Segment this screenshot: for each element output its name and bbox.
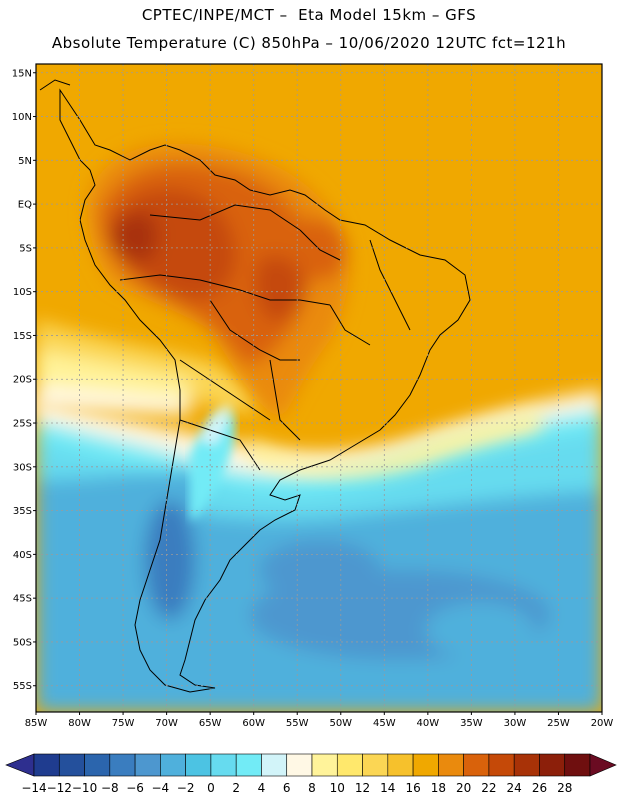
colorbar-swatch bbox=[160, 753, 186, 777]
colorbar-label: −6 bbox=[126, 781, 144, 795]
lat-tick-label: 35S bbox=[13, 506, 32, 517]
colorbar-swatch bbox=[513, 753, 540, 777]
colorbar-label: 8 bbox=[308, 781, 316, 795]
colorbar-swatch bbox=[539, 753, 566, 777]
colorbar-swatch bbox=[185, 753, 212, 777]
colorbar-low-arrow bbox=[5, 753, 35, 777]
colorbar-swatch bbox=[387, 753, 414, 777]
colorbar-swatch bbox=[488, 753, 515, 777]
lat-tick-label: 10N bbox=[12, 112, 32, 123]
colorbar-label: 14 bbox=[380, 781, 395, 795]
colorbar-label: 18 bbox=[431, 781, 446, 795]
colorbar-swatch bbox=[58, 753, 85, 777]
axis-ticks: 15N 10N 5N EQ 5S 10S 15S 20S 25S 30S 35S 40S 45S 50S 5… bbox=[12, 68, 614, 729]
colorbar-swatch bbox=[109, 753, 136, 777]
map-frame bbox=[35, 63, 603, 713]
lon-tick-label: 50W bbox=[329, 718, 352, 729]
colorbar-swatch bbox=[84, 753, 111, 777]
colorbar-swatch bbox=[564, 753, 591, 777]
colorbar-label: −12 bbox=[47, 781, 72, 795]
colorbar-label: −4 bbox=[152, 781, 170, 795]
lon-tick-label: 70W bbox=[155, 718, 178, 729]
lat-tick-label: 15N bbox=[12, 68, 32, 79]
temperature-field bbox=[36, 64, 602, 712]
lon-tick-label: 85W bbox=[25, 718, 48, 729]
lat-tick-label: 40S bbox=[13, 550, 32, 561]
lon-tick-label: 35W bbox=[460, 718, 483, 729]
colorbar-swatch bbox=[336, 753, 363, 777]
colorbar-label: −14 bbox=[21, 781, 46, 795]
map-title: CPTEC/INPE/MCT – Eta Model 15km – GFS bbox=[141, 6, 477, 24]
grid-lines bbox=[35, 64, 603, 712]
lat-tick-label: 30S bbox=[13, 462, 32, 473]
colorbar-label: 20 bbox=[456, 781, 471, 795]
colorbar-label: −8 bbox=[101, 781, 119, 795]
colorbar-swatch bbox=[235, 753, 262, 777]
lat-tick-label: 55S bbox=[13, 681, 32, 692]
colorbar-label: 0 bbox=[207, 781, 215, 795]
lat-tick-label: 25S bbox=[13, 419, 32, 430]
colorbar-swatch bbox=[210, 753, 237, 777]
lat-tick-label: 5N bbox=[18, 156, 32, 167]
colorbar-label: 6 bbox=[283, 781, 291, 795]
colorbar-label: 24 bbox=[507, 781, 522, 795]
colorbar-swatch bbox=[286, 753, 313, 777]
lon-tick-label: 45W bbox=[373, 718, 396, 729]
lon-tick-label: 55W bbox=[286, 718, 309, 729]
colorbar-swatch bbox=[438, 753, 464, 777]
colorbar-label: −10 bbox=[72, 781, 97, 795]
colorbar-label: 26 bbox=[532, 781, 547, 795]
lat-tick-label: 10S bbox=[13, 287, 32, 298]
colorbar-label: 28 bbox=[557, 781, 572, 795]
lon-tick-label: 60W bbox=[242, 718, 265, 729]
colorbar-label: 4 bbox=[258, 781, 266, 795]
colorbar-swatch bbox=[33, 753, 60, 777]
colorbar-label: 22 bbox=[481, 781, 496, 795]
colorbar-label: 10 bbox=[330, 781, 345, 795]
colorbar-swatch bbox=[412, 753, 439, 777]
lon-tick-label: 40W bbox=[417, 718, 440, 729]
lon-tick-label: 20W bbox=[591, 718, 614, 729]
lat-tick-label: 15S bbox=[13, 331, 32, 342]
lon-tick-label: 75W bbox=[112, 718, 135, 729]
colorbar-label: 2 bbox=[232, 781, 240, 795]
colorbar-swatch bbox=[311, 753, 338, 777]
lat-tick-label: EQ bbox=[18, 200, 32, 211]
lon-tick-label: 30W bbox=[504, 718, 527, 729]
coastlines bbox=[39, 79, 471, 693]
colorbar-swatch bbox=[261, 753, 288, 777]
map-subtitle: Absolute Temperature (C) 850hPa – 10/06/… bbox=[51, 34, 567, 52]
lon-tick-label: 80W bbox=[68, 718, 91, 729]
lat-tick-label: 50S bbox=[13, 637, 32, 648]
colorbar-label: 16 bbox=[405, 781, 420, 795]
colorbar-label: 12 bbox=[355, 781, 370, 795]
colorbar-swatch bbox=[362, 753, 389, 777]
colorbar-swatch bbox=[463, 753, 490, 777]
colorbar-swatch bbox=[134, 753, 161, 777]
lat-tick-label: 5S bbox=[19, 243, 32, 254]
lon-tick-label: 25W bbox=[547, 718, 570, 729]
colorbar-label: −2 bbox=[177, 781, 195, 795]
colorbar: −14 −12 −10 −8 −6 −4 −2 0 2 4 6 8 10 12 14 16 18 20 22 24 26… bbox=[5, 753, 617, 795]
lat-tick-label: 45S bbox=[13, 594, 32, 605]
lon-tick-label: 65W bbox=[199, 718, 222, 729]
lat-tick-label: 20S bbox=[13, 375, 32, 386]
colorbar-high-arrow bbox=[589, 753, 617, 777]
